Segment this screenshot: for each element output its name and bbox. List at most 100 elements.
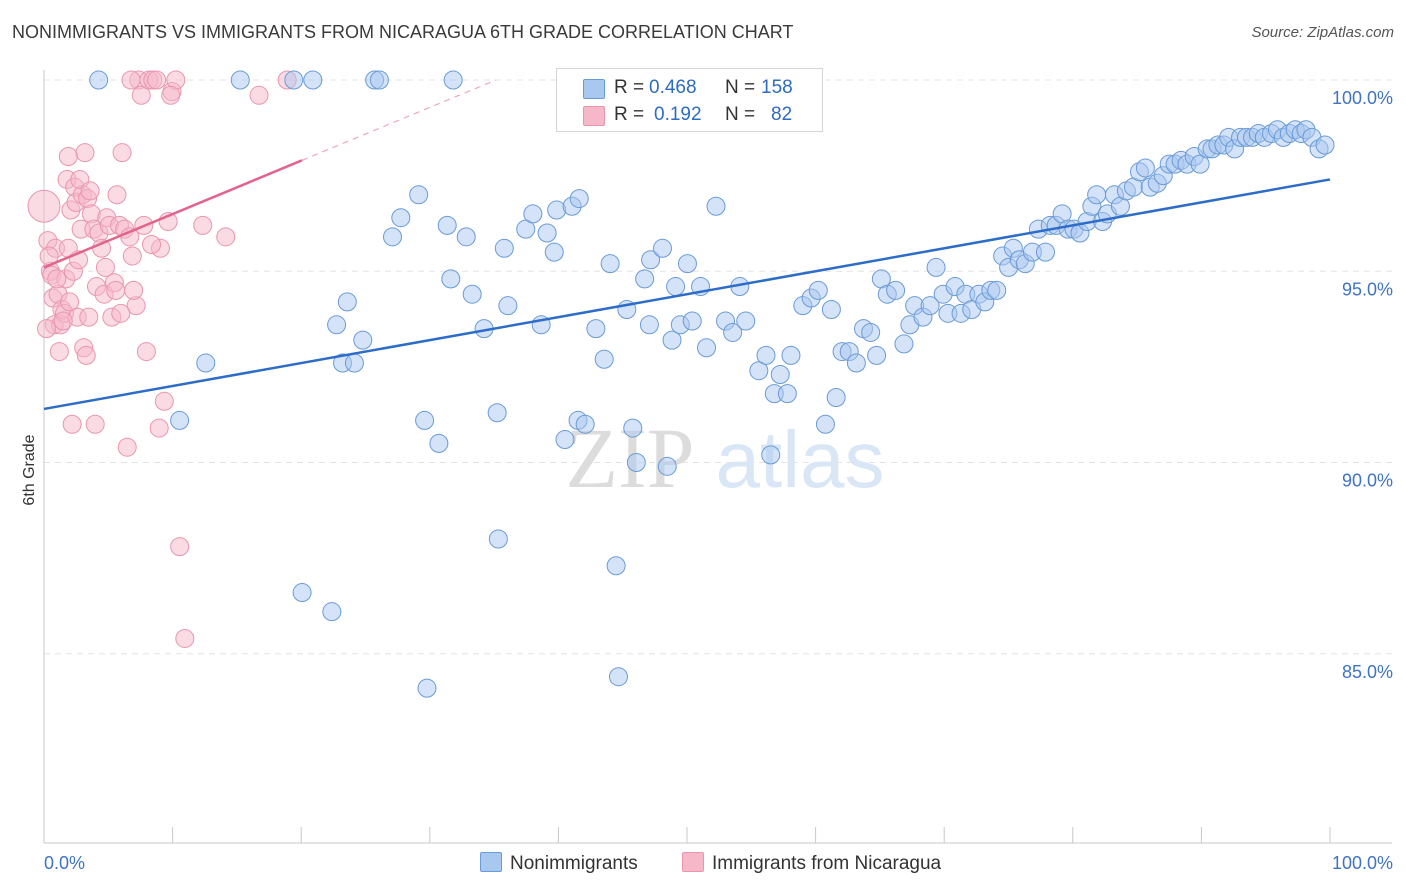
data-point — [136, 342, 156, 362]
data-point — [606, 556, 626, 576]
y-tick-label: 95.0% — [1342, 279, 1393, 299]
data-point — [121, 70, 141, 90]
data-point — [47, 269, 67, 289]
data-point — [122, 246, 142, 266]
data-point — [196, 353, 216, 373]
data-point — [106, 280, 126, 300]
legend-item-immigrants: Immigrants from Nicaragua — [682, 852, 941, 875]
legend-item-nonimmigrants: Nonimmigrants — [480, 852, 638, 875]
data-point — [170, 410, 190, 430]
data-point — [27, 189, 61, 223]
data-point — [53, 311, 73, 331]
n-value: 158 — [761, 77, 793, 98]
data-point — [926, 257, 946, 277]
data-point — [95, 257, 115, 277]
data-point — [749, 361, 769, 381]
data-point — [575, 414, 595, 434]
trend-line-nonimmigrants — [43, 178, 1331, 411]
n-value: 82 — [771, 104, 793, 125]
data-point — [781, 345, 801, 365]
data-point — [147, 70, 167, 90]
data-point — [417, 678, 437, 698]
x-tick-label: 100.0% — [1332, 853, 1393, 873]
data-point — [697, 338, 717, 358]
data-point — [736, 311, 756, 331]
data-point — [608, 667, 628, 687]
data-point — [76, 345, 96, 365]
data-point — [456, 227, 476, 247]
data-point — [756, 345, 776, 365]
data-point — [498, 296, 518, 316]
data-point — [523, 204, 543, 224]
data-point — [429, 433, 449, 453]
data-point — [682, 311, 702, 331]
data-point — [391, 208, 411, 228]
data-point — [369, 70, 389, 90]
data-point — [58, 147, 78, 166]
y-tick-label: 100.0% — [1332, 88, 1393, 108]
data-point — [808, 280, 828, 300]
data-point — [821, 300, 841, 319]
data-point — [443, 70, 463, 90]
bottom-legend: Nonimmigrants Immigrants from Nicaragua — [0, 852, 1406, 878]
data-point — [706, 196, 726, 216]
data-point — [322, 602, 342, 622]
data-point — [80, 181, 100, 201]
data-point — [623, 418, 643, 438]
stats-row-nonimmigrants: R = 0.468 N = 158 — [557, 73, 822, 101]
data-point — [161, 85, 181, 105]
legend-swatch-nonimmigrants — [583, 79, 605, 99]
data-point — [1315, 135, 1335, 155]
grid-lines — [44, 79, 1392, 655]
data-point — [1035, 242, 1055, 262]
data-point — [920, 296, 940, 316]
tick-labels: 85.0% 90.0% 95.0% 100.0% 0.0% 100.0% — [44, 88, 1393, 873]
data-point — [154, 391, 174, 411]
data-point — [488, 529, 508, 549]
trend-line-immigrants-extension — [301, 79, 497, 161]
data-point — [112, 143, 132, 163]
data-point — [437, 215, 457, 235]
data-point — [327, 315, 347, 335]
trend-line-immigrants — [43, 159, 303, 269]
y-tick-label: 90.0% — [1342, 471, 1393, 491]
watermark: ZIP atlas — [566, 410, 885, 506]
r-label: R = — [614, 77, 645, 98]
data-point — [216, 227, 236, 247]
data-point — [37, 319, 57, 339]
data-point — [117, 437, 137, 457]
r-value: 0.192 — [654, 104, 702, 125]
data-point — [124, 280, 144, 300]
data-point — [111, 303, 131, 323]
data-points — [27, 70, 1335, 698]
data-point — [635, 269, 655, 289]
data-point — [886, 280, 906, 300]
data-point — [303, 70, 323, 90]
data-point — [657, 456, 677, 476]
data-point — [337, 292, 357, 312]
data-point — [652, 238, 672, 258]
data-point — [569, 189, 589, 209]
data-point — [1190, 154, 1210, 174]
r-value: 0.468 — [649, 77, 697, 98]
data-point — [555, 430, 575, 450]
legend-swatch — [480, 852, 502, 872]
data-point — [600, 254, 620, 274]
data-point — [641, 250, 661, 270]
y-tick-label: 85.0% — [1342, 662, 1393, 682]
data-point — [193, 215, 213, 235]
trend-lines — [43, 79, 1331, 411]
data-point — [677, 254, 697, 274]
data-point — [723, 322, 743, 342]
legend-swatch-immigrants — [583, 106, 605, 126]
data-point — [987, 280, 1007, 300]
data-point — [662, 330, 682, 350]
data-point — [149, 418, 169, 438]
source-label: Source: ZipAtlas.com — [1251, 24, 1394, 41]
data-point — [175, 628, 195, 648]
data-point — [107, 185, 127, 205]
data-point — [487, 403, 507, 423]
data-point — [131, 85, 151, 105]
data-point — [770, 365, 790, 385]
